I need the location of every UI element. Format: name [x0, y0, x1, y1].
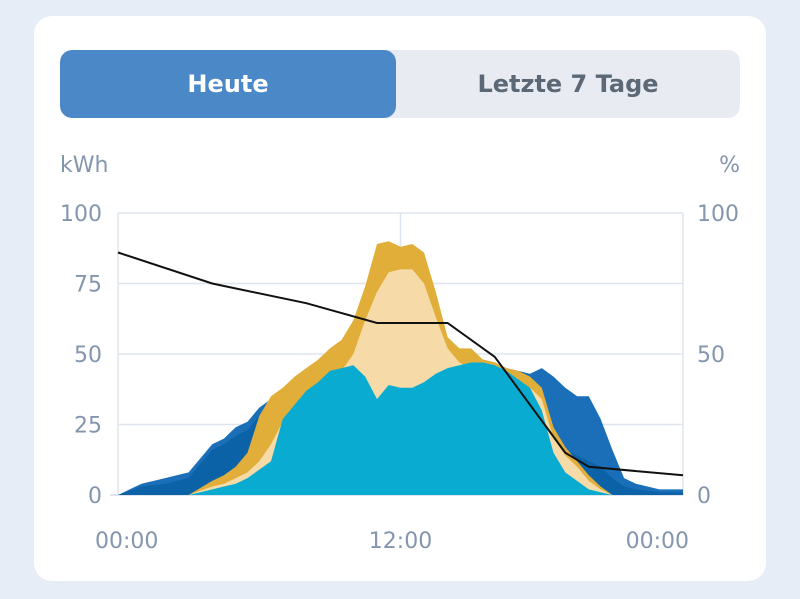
tab-last-7-days[interactable]: Letzte 7 Tage: [477, 70, 659, 98]
self-consumption-area: [118, 362, 683, 495]
x-tick-label: 12:00: [369, 529, 432, 554]
x-tick-label: 00:00: [95, 529, 158, 554]
y-tick-right: 50: [697, 343, 725, 368]
y-tick-right: 100: [697, 202, 739, 227]
area-series: [118, 241, 683, 495]
y-tick-left: 100: [60, 202, 102, 227]
battery-line-layer: [117, 251, 684, 477]
y-tick-left: 0: [88, 484, 102, 509]
period-toggle: Heute Letzte 7 Tage: [60, 50, 740, 118]
y-tick-left: 50: [74, 343, 102, 368]
y-axis-right-unit: %: [719, 153, 740, 178]
y-tick-right: 0: [697, 484, 711, 509]
axis-labels: kWh % 0 25 50 75 100 0 50 100 00:00 12:00 00:00: [60, 153, 740, 554]
battery-level-line: [117, 251, 684, 477]
y-axis-left-unit: kWh: [60, 153, 108, 178]
y-tick-left: 75: [74, 273, 102, 298]
tab-today[interactable]: Heute: [60, 50, 396, 118]
y-tick-left: 25: [74, 414, 102, 439]
x-tick-label: 00:00: [626, 529, 689, 554]
